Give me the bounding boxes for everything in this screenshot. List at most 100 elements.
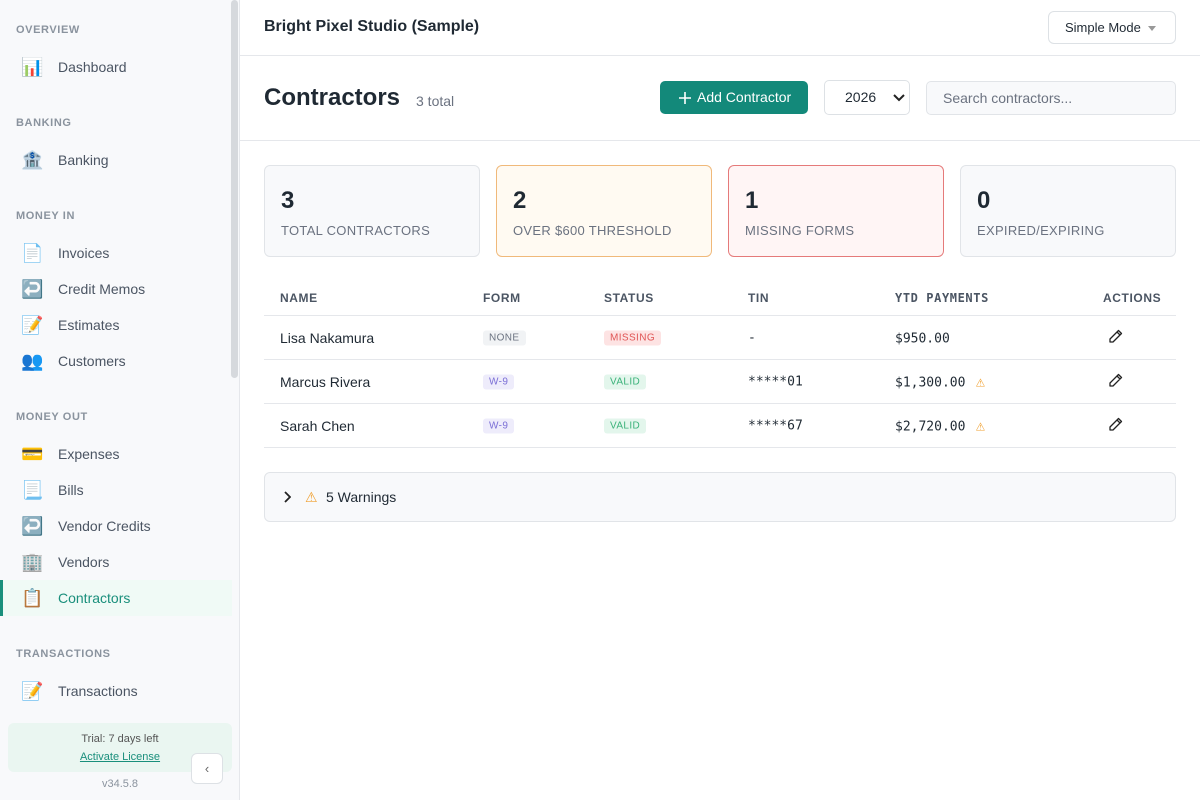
warnings-label: 5 Warnings [326, 489, 397, 505]
table-row: Marcus Rivera W-9 VALID *****01 $1,300.00 ⚠ [264, 360, 1176, 404]
nav-item[interactable]: 📋 Contractors [0, 580, 232, 616]
nav-icon: 📃 [21, 479, 44, 500]
stat-label: OVER $600 THRESHOLD [513, 223, 672, 238]
nav-icon: ↩️ [21, 278, 44, 299]
form-badge: W-9 [483, 374, 515, 389]
edit-button[interactable] [1108, 417, 1123, 435]
activate-link[interactable]: Activate License [79, 751, 161, 763]
stat-value: 0 [977, 187, 991, 214]
stat-card: 1 MISSING FORMS [728, 165, 944, 257]
ytd-payments: $1,300.00 ⚠ [895, 373, 985, 390]
stat-value: 3 [281, 187, 295, 214]
column-header: YTD PAYMENTS [895, 290, 989, 305]
nav-label: Customers [58, 353, 126, 369]
section-title: BANKING [16, 117, 72, 129]
nav-item[interactable]: 📄 Invoices [0, 235, 232, 271]
warnings-panel[interactable]: ⚠ 5 Warnings [264, 472, 1176, 522]
nav-label: Banking [58, 152, 109, 168]
tin: *****01 [748, 374, 803, 389]
stat-card: 0 EXPIRED/EXPIRING [960, 165, 1176, 257]
nav-icon: 📝 [21, 314, 44, 335]
expand-icon [284, 491, 291, 503]
nav-item[interactable]: 📃 Bills [0, 472, 232, 508]
contractor-name: Marcus Rivera [280, 373, 371, 390]
plus-icon [679, 92, 691, 104]
nav-label: Transactions [58, 683, 138, 699]
nav-item[interactable]: 📝 Transactions [0, 673, 232, 709]
nav-icon: 📝 [21, 680, 44, 701]
nav-item[interactable]: 📝 Estimates [0, 307, 232, 343]
pencil-icon [1109, 417, 1123, 431]
nav-icon: 📋 [21, 587, 44, 608]
status-badge: MISSING [604, 330, 662, 345]
page-header: Contractors 3 total Add Contractor 2026 … [240, 56, 1200, 141]
status-badge: VALID [604, 374, 647, 389]
nav-item[interactable]: 🏢 Vendors [0, 544, 232, 580]
nav-icon: 👥 [21, 350, 44, 371]
chevron [893, 94, 905, 102]
table-row: Lisa Nakamura NONE MISSING - $950.00 [264, 316, 1176, 360]
tin: - [748, 330, 756, 345]
contractors-table: NAME FORM STATUS TIN YTD PAYMENTS ACTIONS Lisa… [264, 280, 1176, 448]
section-title: OVERVIEW [16, 24, 80, 36]
nav-icon: 💳 [21, 443, 44, 464]
ytd-payments: $2,720.00 ⚠ [895, 417, 985, 434]
section-title: MONEY OUT [16, 411, 88, 423]
stat-card: 3 TOTAL CONTRACTORS [264, 165, 480, 257]
nav-label: Contractors [58, 590, 131, 606]
nav-label: Expenses [58, 446, 120, 462]
nav-item[interactable]: ↩️ Credit Memos [0, 271, 232, 307]
ytd-amount: $950.00 [895, 331, 950, 346]
search-input[interactable]: Search contractors... [926, 81, 1176, 115]
scrollbar[interactable] [231, 0, 238, 378]
warning-icon: ⚠ [305, 489, 318, 505]
threshold-flag: ⚠ [975, 420, 986, 433]
nav-icon: 🏦 [21, 149, 44, 170]
edit-button[interactable] [1108, 329, 1123, 347]
column-header: NAME [280, 290, 318, 305]
form-badge: W-9 [483, 418, 515, 433]
nav-item[interactable]: ↩️ Vendor Credits [0, 508, 232, 544]
nav-item[interactable]: 🏦 Banking [0, 142, 232, 178]
nav-label: Credit Memos [58, 281, 146, 297]
column-header: STATUS [604, 290, 654, 305]
nav-item[interactable]: 📊 Dashboard [0, 49, 232, 85]
nav-section: MONEY OUT 💳 Expenses 📃 Bills ↩️ Vendor Credits… [0, 407, 232, 616]
nav-icon: 🏢 [21, 551, 44, 572]
ytd-payments: $950.00 [895, 329, 950, 346]
stat-value: 2 [513, 187, 527, 214]
table-row: Sarah Chen W-9 VALID *****67 $2,720.00 ⚠ [264, 404, 1176, 448]
table-header: NAME FORM STATUS TIN YTD PAYMENTS ACTIONS [264, 280, 1176, 316]
total-count: 3 total [416, 93, 455, 109]
nav-item[interactable]: 💳 Expenses [0, 436, 232, 472]
page-title: Contractors [264, 84, 401, 111]
status-badge: VALID [604, 418, 647, 433]
stat-value: 1 [745, 187, 759, 214]
top-bar: Bright Pixel Studio (Sample) Simple Mode [240, 0, 1200, 56]
stat-label: TOTAL CONTRACTORS [281, 223, 431, 238]
collapse-button[interactable]: ‹ [191, 753, 223, 784]
edit-button[interactable] [1108, 373, 1123, 391]
nav-label: Vendor Credits [58, 518, 151, 534]
stat-card: 2 OVER $600 THRESHOLD [496, 165, 712, 257]
nav-item[interactable]: 👥 Customers [0, 343, 232, 379]
nav-section: BANKING 🏦 Banking [0, 113, 232, 178]
section-title: TRANSACTIONS [16, 648, 111, 660]
threshold-flag: ⚠ [975, 376, 986, 389]
contractor-name: Sarah Chen [280, 417, 355, 434]
pencil-icon [1109, 329, 1123, 343]
tin: *****67 [748, 418, 803, 433]
stat-label: MISSING FORMS [745, 223, 855, 238]
add-button[interactable]: Add Contractor [660, 81, 808, 114]
column-header: TIN [748, 290, 770, 305]
section-title: MONEY IN [16, 210, 75, 222]
year-select[interactable]: 2026 [824, 80, 910, 115]
nav-icon: 📊 [21, 56, 44, 77]
nav-label: Invoices [58, 245, 110, 261]
column-header: FORM [483, 290, 521, 305]
nav-label: Estimates [58, 317, 120, 333]
mode-select[interactable]: Simple Mode [1048, 11, 1176, 44]
nav-section: OVERVIEW 📊 Dashboard [0, 20, 232, 85]
